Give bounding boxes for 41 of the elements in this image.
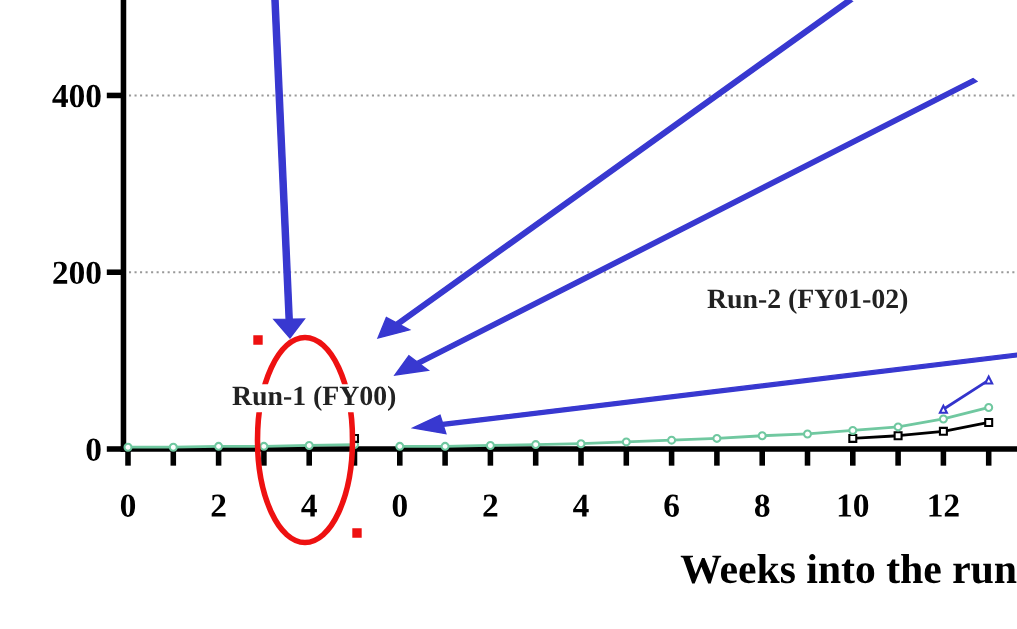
point <box>667 435 677 445</box>
point <box>395 441 405 451</box>
point <box>984 375 994 385</box>
y-tick-label: 400 <box>52 84 101 108</box>
point <box>621 437 631 447</box>
point <box>938 404 948 414</box>
point <box>712 433 722 443</box>
point <box>168 442 178 452</box>
x-tick-label: 4 <box>301 494 317 517</box>
point <box>848 433 858 443</box>
x-tick-label: 0 <box>392 494 407 517</box>
point <box>259 441 269 451</box>
x-tick-label: 12 <box>929 494 959 517</box>
x-tick-label: 2 <box>211 494 226 517</box>
point <box>531 440 541 450</box>
x-tick-label: 6 <box>664 494 679 517</box>
point <box>802 429 813 439</box>
y-tick-label: 200 <box>53 261 101 285</box>
x-tick-label: 8 <box>754 494 770 517</box>
point <box>123 442 133 452</box>
x-tick-label: 2 <box>483 494 498 517</box>
point <box>214 441 224 451</box>
x-axis-title: Weeks into the run <box>680 554 1017 584</box>
point <box>757 431 767 441</box>
annotation: Run-2 (FY01-02) <box>707 288 908 314</box>
point <box>304 440 314 450</box>
x-tick-label: 0 <box>120 494 136 517</box>
point <box>893 422 903 432</box>
point <box>984 402 994 412</box>
y-tick-label: 0 <box>86 438 101 461</box>
annotation: Run-1 (FY00) <box>232 385 396 411</box>
x-tick-label: 10 <box>838 494 869 517</box>
point <box>576 439 586 449</box>
point <box>440 441 450 451</box>
point <box>938 426 948 436</box>
point <box>984 417 994 427</box>
point <box>893 431 903 441</box>
point <box>848 425 858 435</box>
point <box>938 414 948 424</box>
x-tick-label: 4 <box>573 494 589 517</box>
point <box>485 440 495 450</box>
